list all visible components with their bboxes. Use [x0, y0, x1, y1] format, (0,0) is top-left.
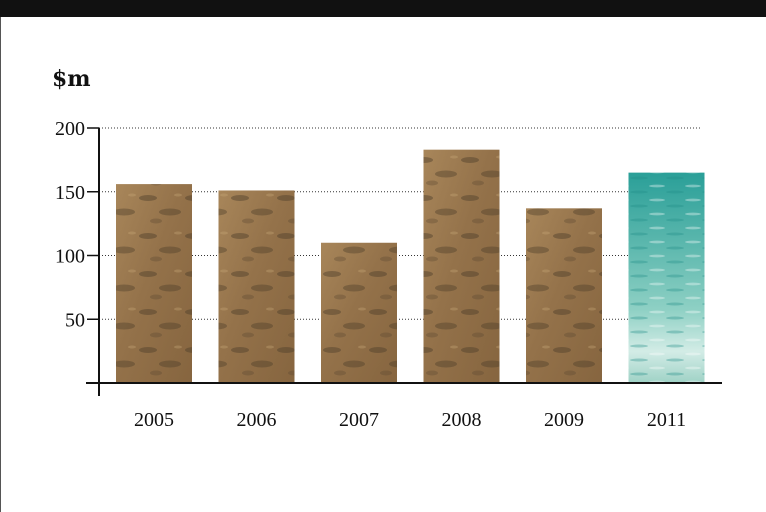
bar-texture-2009: [526, 208, 602, 383]
y-tick-label: 150: [55, 182, 85, 204]
bar-texture-2011: [628, 172, 705, 383]
x-category-label: 2006: [237, 409, 277, 431]
x-category-label: 2007: [339, 409, 379, 431]
y-tick-label: 100: [55, 246, 85, 268]
y-tick-label: 50: [65, 309, 85, 331]
bar-texture-2008: [423, 149, 500, 383]
bar-texture-2007: [321, 242, 397, 383]
bar-texture-2005: [116, 184, 192, 383]
x-category-label: 2009: [544, 409, 584, 431]
y-axis-unit-label: $m: [52, 66, 91, 92]
x-category-label: 2011: [647, 409, 686, 431]
x-category-label: 2008: [442, 409, 482, 431]
top-bar: [0, 0, 766, 17]
left-border: [0, 17, 1, 512]
y-tick-label: 200: [55, 118, 85, 140]
x-category-label: 2005: [134, 409, 174, 431]
bar-texture-2006: [218, 190, 295, 383]
